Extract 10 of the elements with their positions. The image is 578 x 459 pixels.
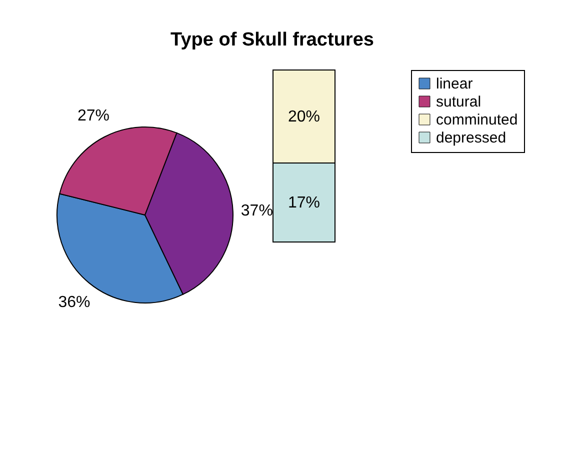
legend-label: depressed xyxy=(436,130,506,146)
legend-label: sutural xyxy=(436,94,482,110)
data-label: 20% xyxy=(288,108,320,126)
chart-title: Type of Skull fractures xyxy=(170,30,374,50)
legend-label: comminuted xyxy=(436,112,518,128)
data-label: 36% xyxy=(58,294,90,311)
data-label: 37% xyxy=(240,202,273,220)
data-label: 17% xyxy=(288,194,320,212)
data-label: 27% xyxy=(77,108,110,125)
legend-label: linear xyxy=(436,76,473,92)
